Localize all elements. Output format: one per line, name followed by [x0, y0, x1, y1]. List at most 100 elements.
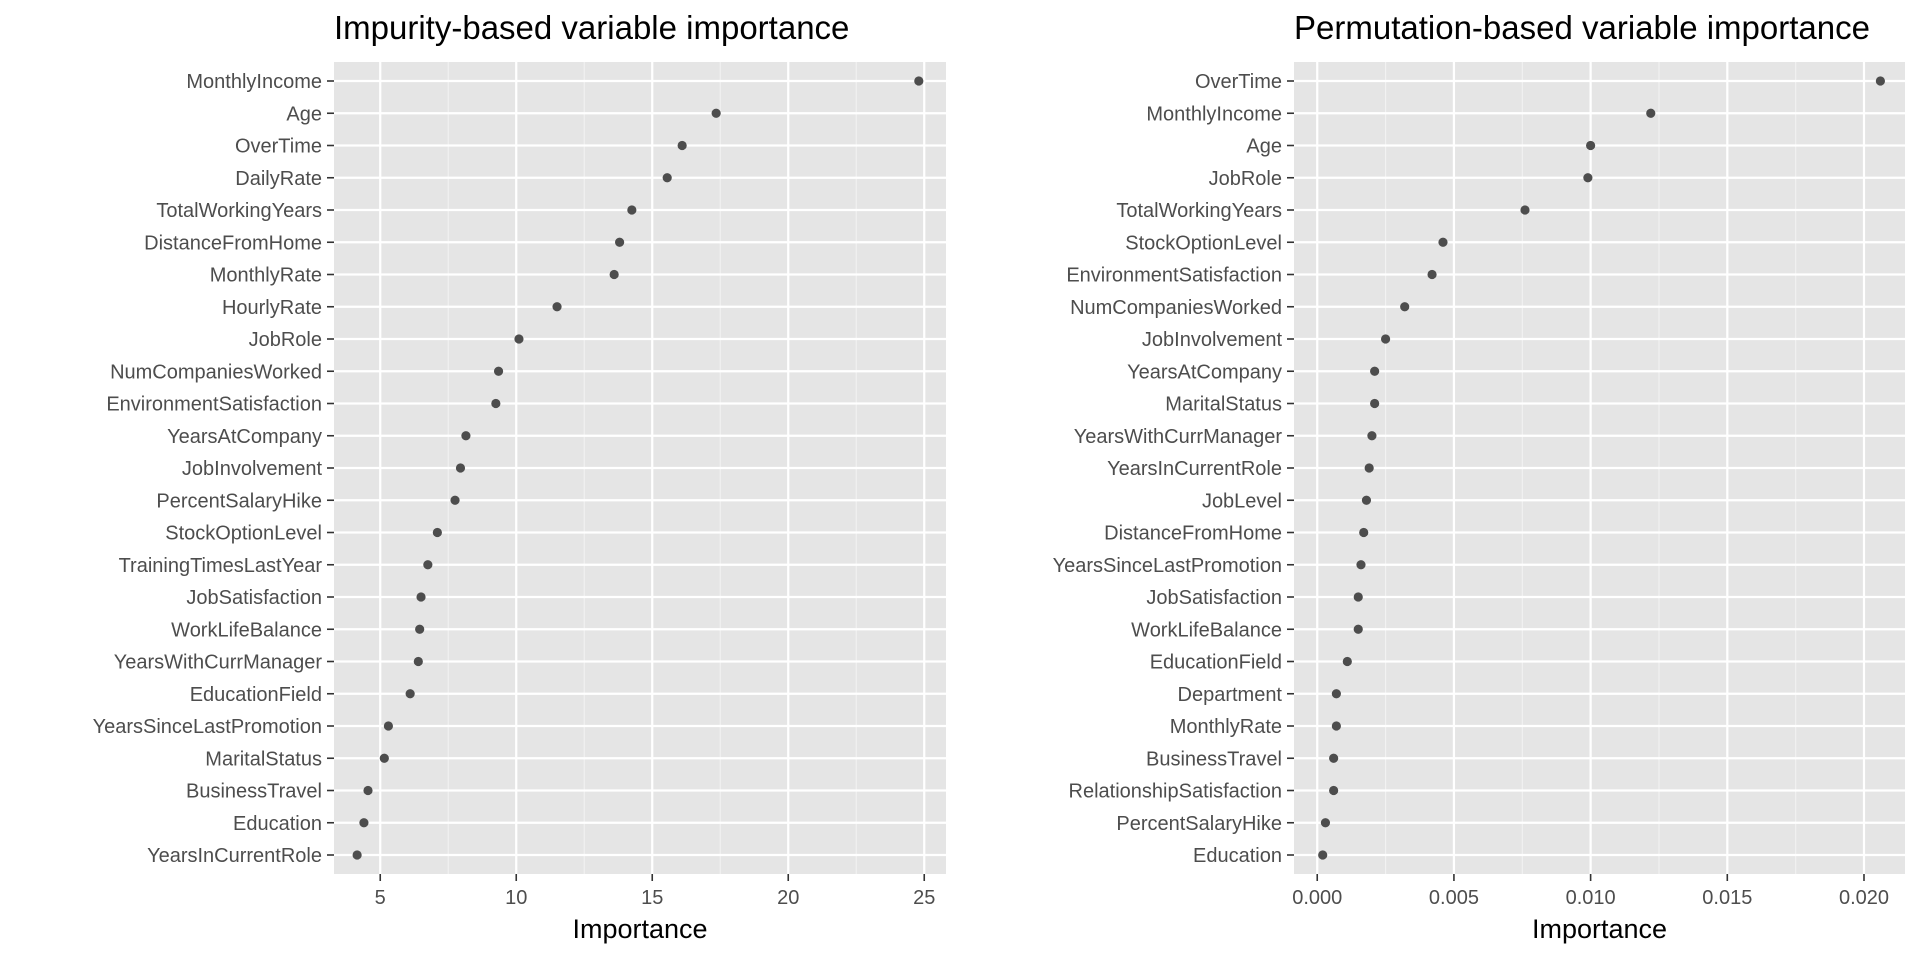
impurity-y-tick-label: BusinessTravel — [186, 781, 322, 803]
permutation-y-tick-label: YearsAtCompany — [1127, 361, 1282, 383]
impurity-y-tick-label: MaritalStatus — [205, 748, 322, 770]
permutation-data-point — [1370, 366, 1380, 376]
impurity-data-point — [363, 785, 373, 796]
permutation-x-axis-title: Importance — [1532, 914, 1667, 944]
permutation-data-point — [1583, 173, 1593, 183]
permutation-y-tick-label: JobSatisfaction — [1146, 587, 1282, 609]
permutation-y-tick-label: PercentSalaryHike — [1116, 813, 1282, 835]
impurity-y-tick-label: YearsAtCompany — [167, 426, 322, 448]
impurity-y-tick-label: JobInvolvement — [182, 458, 323, 480]
permutation-data-point — [1331, 721, 1341, 731]
impurity-y-tick-label: TotalWorkingYears — [156, 200, 322, 222]
impurity-y-tick-label: YearsWithCurrManager — [114, 652, 323, 674]
impurity-data-point — [383, 721, 393, 731]
impurity-y-tick-label: WorkLifeBalance — [171, 619, 322, 641]
permutation-y-tick-label: YearsWithCurrManager — [1074, 426, 1283, 448]
permutation-data-point — [1370, 398, 1380, 409]
permutation-x-tick-label: 0.000 — [1292, 887, 1342, 909]
impurity-data-point — [677, 140, 687, 151]
impurity-data-point — [416, 592, 426, 602]
impurity-y-tick-label: EducationField — [190, 684, 322, 706]
permutation-data-point — [1400, 302, 1410, 312]
impurity-y-tick-label: TrainingTimesLastYear — [119, 555, 323, 577]
permutation-y-tick-label: Department — [1178, 684, 1283, 706]
permutation-chart-title: Permutation-based variable importance — [1294, 9, 1870, 46]
permutation-y-tick-label: JobInvolvement — [1142, 329, 1283, 351]
permutation-x-tick-label: 0.015 — [1702, 887, 1752, 909]
impurity-data-point — [415, 624, 425, 634]
permutation-y-tick-label: WorkLifeBalance — [1131, 619, 1282, 641]
impurity-y-tick-label: PercentSalaryHike — [156, 490, 322, 512]
impurity-importance-panel: Impurity-based variable importance Impor… — [93, 9, 946, 944]
impurity-data-point — [609, 269, 619, 280]
permutation-y-tick-label: MaritalStatus — [1165, 394, 1282, 416]
permutation-y-tick-label: TotalWorkingYears — [1116, 200, 1282, 222]
impurity-data-point — [413, 656, 423, 667]
impurity-chart-title: Impurity-based variable importance — [334, 9, 849, 46]
permutation-y-tick-label: BusinessTravel — [1146, 748, 1282, 770]
permutation-data-point — [1356, 560, 1366, 570]
impurity-y-tick-label: Age — [286, 103, 322, 125]
permutation-y-tick-label: Age — [1246, 136, 1282, 158]
permutation-data-point — [1359, 527, 1369, 538]
impurity-y-tick-label: StockOptionLevel — [165, 523, 322, 545]
impurity-data-point — [455, 463, 466, 473]
permutation-data-point — [1646, 108, 1656, 118]
impurity-y-tick-label: OverTime — [235, 136, 322, 158]
permutation-data-point — [1342, 656, 1352, 667]
permutation-data-point — [1361, 495, 1372, 505]
impurity-x-tick-label: 15 — [641, 887, 663, 909]
impurity-y-tick-label: NumCompaniesWorked — [110, 361, 322, 383]
impurity-data-point — [405, 689, 415, 699]
impurity-x-tick-label: 5 — [375, 887, 386, 909]
impurity-y-tick-label: JobSatisfaction — [186, 587, 322, 609]
permutation-y-tick-label: NumCompaniesWorked — [1070, 297, 1282, 319]
impurity-data-point — [461, 431, 471, 441]
impurity-x-tick-label: 25 — [913, 887, 935, 909]
impurity-data-point — [662, 173, 672, 183]
permutation-x-tick-label: 0.005 — [1429, 887, 1479, 909]
permutation-x-tick-label: 0.020 — [1839, 887, 1889, 909]
impurity-data-point — [491, 398, 501, 409]
impurity-y-tick-label: DistanceFromHome — [144, 232, 322, 254]
impurity-y-tick-label: MonthlyRate — [210, 265, 322, 287]
permutation-y-tick-label: YearsSinceLastPromotion — [1053, 555, 1282, 577]
permutation-y-tick-label: EnvironmentSatisfaction — [1066, 265, 1282, 287]
impurity-data-point — [359, 818, 369, 828]
permutation-data-point — [1320, 818, 1331, 828]
permutation-y-tick-label: MonthlyRate — [1170, 716, 1282, 738]
impurity-y-tick-label: MonthlyIncome — [186, 71, 322, 93]
impurity-data-point — [432, 527, 442, 538]
impurity-x-tick-label: 20 — [777, 887, 799, 909]
impurity-x-axis-title: Importance — [572, 914, 707, 944]
impurity-y-tick-label: JobRole — [249, 329, 322, 351]
permutation-data-point — [1520, 205, 1530, 215]
permutation-data-point — [1438, 237, 1448, 247]
impurity-y-tick-label: HourlyRate — [222, 297, 322, 319]
permutation-data-point — [1331, 689, 1341, 699]
impurity-data-point — [379, 753, 389, 763]
impurity-x-tick-label: 10 — [505, 887, 527, 909]
permutation-x-tick-label: 0.010 — [1566, 887, 1616, 909]
impurity-y-tick-label: Education — [233, 813, 322, 835]
permutation-y-tick-label: JobLevel — [1202, 490, 1282, 512]
impurity-data-point — [615, 237, 625, 247]
impurity-data-point — [514, 334, 524, 344]
permutation-y-tick-label: YearsInCurrentRole — [1107, 458, 1282, 480]
permutation-data-point — [1427, 269, 1437, 280]
permutation-y-tick-label: RelationshipSatisfaction — [1069, 781, 1282, 803]
permutation-y-tick-label: DistanceFromHome — [1104, 523, 1282, 545]
impurity-y-tick-label: EnvironmentSatisfaction — [106, 394, 322, 416]
impurity-data-point — [352, 850, 362, 860]
permutation-y-tick-label: Education — [1193, 845, 1282, 867]
permutation-data-point — [1367, 431, 1377, 441]
impurity-data-point — [914, 76, 924, 86]
permutation-data-point — [1875, 76, 1885, 86]
impurity-y-tick-label: YearsSinceLastPromotion — [93, 716, 322, 738]
permutation-data-point — [1364, 463, 1374, 473]
permutation-data-point — [1329, 785, 1339, 796]
impurity-y-tick-label: YearsInCurrentRole — [147, 845, 322, 867]
permutation-y-tick-label: StockOptionLevel — [1125, 232, 1282, 254]
permutation-data-point — [1380, 334, 1391, 344]
